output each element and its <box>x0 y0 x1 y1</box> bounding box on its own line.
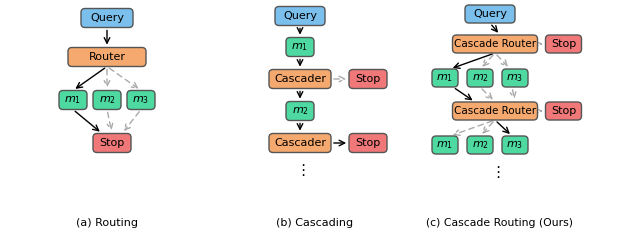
FancyBboxPatch shape <box>502 69 528 87</box>
Text: Cascade Router: Cascade Router <box>454 106 536 116</box>
Text: Router: Router <box>88 52 125 62</box>
FancyBboxPatch shape <box>286 102 314 120</box>
FancyBboxPatch shape <box>432 136 458 154</box>
Text: Stop: Stop <box>355 138 381 148</box>
FancyBboxPatch shape <box>432 69 458 87</box>
Text: Cascade Router: Cascade Router <box>454 39 536 49</box>
Text: (c) Cascade Routing (Ours): (c) Cascade Routing (Ours) <box>426 218 573 228</box>
Text: Stop: Stop <box>355 74 381 84</box>
FancyBboxPatch shape <box>81 8 133 27</box>
FancyBboxPatch shape <box>465 5 515 23</box>
Text: Query: Query <box>90 13 124 23</box>
FancyBboxPatch shape <box>127 90 155 110</box>
Text: $m_1$: $m_1$ <box>291 41 308 53</box>
FancyBboxPatch shape <box>286 38 314 56</box>
Text: $m_1$: $m_1$ <box>436 139 454 151</box>
Text: Stop: Stop <box>551 106 576 116</box>
FancyBboxPatch shape <box>349 69 387 89</box>
FancyBboxPatch shape <box>467 69 493 87</box>
Text: $m_3$: $m_3$ <box>506 72 524 84</box>
FancyBboxPatch shape <box>275 7 325 25</box>
FancyBboxPatch shape <box>68 48 146 66</box>
Text: $m_2$: $m_2$ <box>472 139 488 151</box>
Text: Stop: Stop <box>99 138 125 148</box>
Text: $m_2$: $m_2$ <box>291 105 308 117</box>
Text: Query: Query <box>283 11 317 21</box>
Text: $\vdots$: $\vdots$ <box>490 164 500 180</box>
Text: Cascader: Cascader <box>274 74 326 84</box>
Text: $m_1$: $m_1$ <box>436 72 454 84</box>
Text: $\vdots$: $\vdots$ <box>295 162 305 178</box>
FancyBboxPatch shape <box>545 102 582 120</box>
Text: (b) Cascading: (b) Cascading <box>276 218 353 228</box>
FancyBboxPatch shape <box>452 35 538 53</box>
FancyBboxPatch shape <box>269 69 331 89</box>
Text: (a) Routing: (a) Routing <box>76 218 138 228</box>
FancyBboxPatch shape <box>545 35 582 53</box>
Text: Query: Query <box>473 9 507 19</box>
FancyBboxPatch shape <box>467 136 493 154</box>
FancyBboxPatch shape <box>93 90 121 110</box>
FancyBboxPatch shape <box>502 136 528 154</box>
Text: Cascader: Cascader <box>274 138 326 148</box>
Text: Stop: Stop <box>551 39 576 49</box>
FancyBboxPatch shape <box>452 102 538 120</box>
FancyBboxPatch shape <box>93 134 131 153</box>
Text: $m_1$: $m_1$ <box>65 94 81 106</box>
Text: $m_2$: $m_2$ <box>472 72 488 84</box>
FancyBboxPatch shape <box>269 134 331 153</box>
Text: $m_2$: $m_2$ <box>99 94 115 106</box>
FancyBboxPatch shape <box>349 134 387 153</box>
Text: $m_3$: $m_3$ <box>506 139 524 151</box>
FancyBboxPatch shape <box>59 90 87 110</box>
Text: $m_3$: $m_3$ <box>132 94 150 106</box>
